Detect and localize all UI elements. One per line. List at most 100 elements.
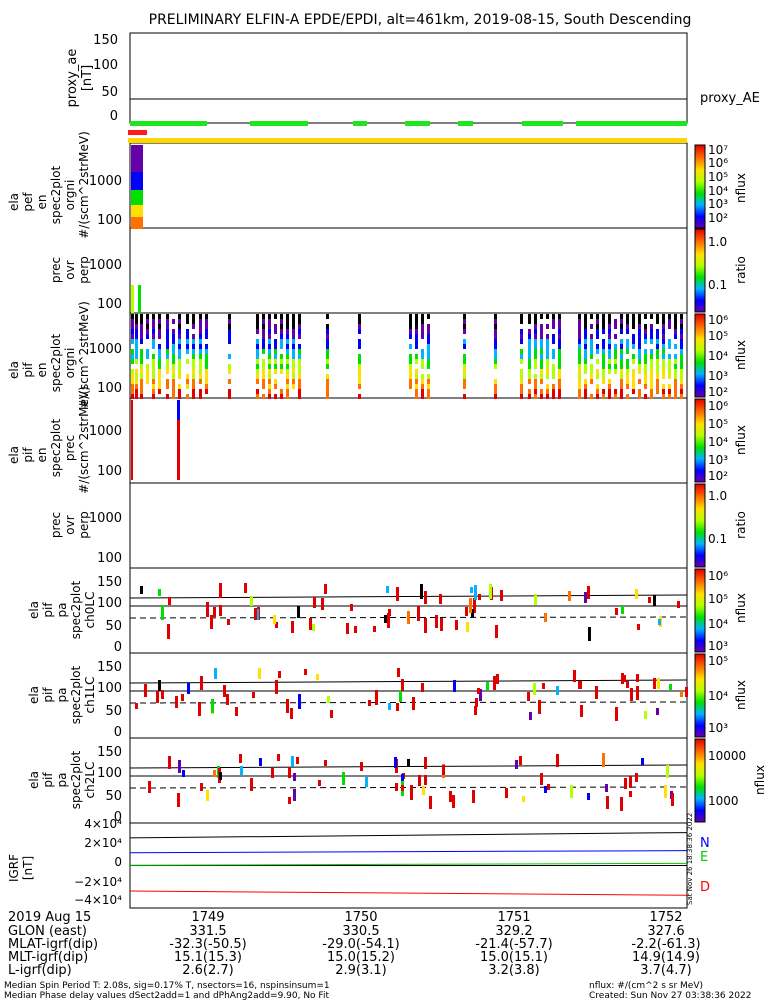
pif-spectrogram-cell [590,349,593,354]
panel-pif-ratio-frame [129,482,688,569]
pif-spectrogram-cell [626,379,629,384]
pif-spectrogram-cell [268,324,271,329]
pif-spectrogram-cell [186,334,189,339]
pif-spectrogram-cell [256,354,259,359]
pa-ch0-cell [424,591,427,604]
pif-spectrogram-cell [140,319,143,324]
pif-spectrogram-cell [268,339,271,344]
pif-spectrogram-cell [644,359,647,364]
pif-spectrogram-cell [421,319,424,324]
pif-spectrogram-cell [358,369,361,374]
pa-ch0-cell [168,597,171,605]
pef-en-tick-1000: 1000 [89,174,122,189]
pif-spectrogram-cell [358,324,361,329]
pif-spectrogram-cell [280,314,283,319]
pif-spectrogram-cell [186,314,189,319]
pef-spectrogram-cell [131,154,143,157]
pif-spectrogram-cell [158,379,161,384]
pif-spectrogram-cell [298,364,301,369]
pif-spectrogram-cell [520,354,523,359]
pa-ch1-cell [223,685,226,697]
pif-spectrogram-cell [228,389,231,394]
pa-ch0-cell [568,591,571,601]
pif-spectrogram-cell [596,384,599,389]
pa-ch2-cell [515,760,518,769]
pif-spectrogram-cell [596,349,599,354]
pa-ch2-cell [449,791,452,802]
pif-spectrogram-cell [656,364,659,369]
pif-spectrogram-cell [534,354,537,359]
pif-en-tick-1000: 1000 [89,342,122,357]
pif-spectrogram-cell [534,349,537,354]
colorbar-1 [694,144,706,229]
pif-spectrogram-cell [644,374,647,379]
pif-spectrogram-cell [421,359,424,364]
pif-spectrogram-cell [534,319,537,324]
pif-spectrogram-cell [199,324,202,329]
pif-spectrogram-cell [674,389,677,394]
mlt-3: 15.0(15.1) [480,950,548,965]
pa-ch0-cell [291,621,294,633]
pa-ch2-cell [570,785,573,798]
pif-spectrogram-cell [262,319,265,324]
pif-spectrogram-cell [494,334,497,339]
pif-spectrogram-cell [626,384,629,389]
pif-spectrogram-cell [540,374,543,379]
pa-ch1-cell [685,687,688,697]
pif-spectrogram-cell [421,329,424,334]
pif-spectrogram-cell [596,389,599,394]
pif-spectrogram-cell [662,359,665,364]
pif-spectrogram-cell [280,354,283,359]
pif-spectrogram-cell [152,329,155,334]
pa-ch2-ylabel-3: pa [55,773,69,788]
pif-spectrogram-cell [614,364,617,369]
colorbar-5 [694,483,706,568]
pif-spectrogram-cell [228,314,231,319]
pa-ch0-tick-0: 0 [114,640,122,655]
pif-spectrogram-cell [262,364,265,369]
pif-spectrogram-cell [614,359,617,364]
pif-spectrogram-cell [178,359,181,364]
pif-spectrogram-cell [199,314,202,319]
pif-spectrogram-cell [668,324,671,329]
pa-ch1-cell [486,682,489,690]
pif-spectrogram-cell [158,364,161,369]
pif-spectrogram-cell [228,369,231,374]
pif-spectrogram-cell [262,379,265,384]
pif-spectrogram-cell [558,344,561,349]
pif-en-ylabel-6: #/(scm^2strMeV) [77,301,91,409]
pif-spectrogram-cell [638,319,641,324]
pif-spectrogram-cell [552,334,555,339]
pif-spectrogram-cell [228,334,231,339]
pif-spectrogram-cell [274,379,277,384]
pif-spectrogram-cell [608,339,611,344]
pif-en-ylabel-4: spec2plot [49,333,63,392]
pif-spectrogram-cell [680,369,683,374]
pif-spectrogram-cell [644,384,647,389]
pa-ch0-cell [440,618,443,631]
footer-axis: 2019 Aug 15 1749 1750 1751 1752 GLON (ea… [8,910,701,978]
pa-ch0-cell [309,618,312,630]
pa-ch1-cell [556,686,559,695]
pif-spectrogram-cell [650,359,653,364]
pif-spectrogram-cell [463,379,466,384]
pif-spectrogram-cell [540,344,543,349]
pif-spectrogram-cell [494,339,497,344]
pif-spectrogram-cell [274,369,277,374]
pa-ch1-cell [158,680,161,691]
pef-spectrogram-cell [131,187,143,190]
pif-spectrogram-cell [546,334,549,339]
pif-spectrogram-cell [427,394,430,399]
pef-en-ylabel-4: spec2plot [49,165,63,224]
pa-ch0-cell [250,596,253,606]
pif-spectrogram-cell [620,319,623,324]
pif-spectrogram-cell [140,369,143,374]
pif-spectrogram-cell [172,364,175,369]
pif-spectrogram-cell [656,314,659,319]
pif-spectrogram-cell [552,389,555,394]
pif-spectrogram-cell [540,369,543,374]
cb5-tick-1: 0.1 [708,532,727,546]
cb1-tick-3: 10⁴ [708,184,728,198]
pif-spectrogram-cell [638,369,641,374]
cb1-label: nflux [734,173,748,203]
